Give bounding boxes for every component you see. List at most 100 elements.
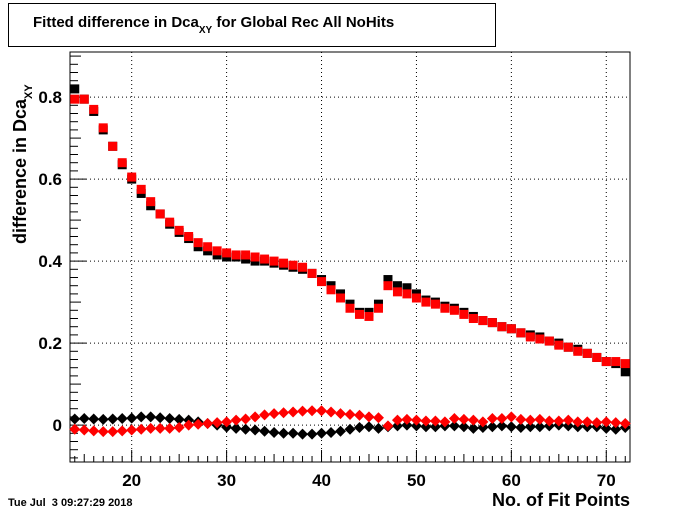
data-point-square xyxy=(430,299,440,309)
data-point-square xyxy=(165,217,175,227)
data-point-diamond xyxy=(401,413,413,425)
data-point-square xyxy=(544,336,554,346)
data-point-diamond xyxy=(448,413,460,425)
data-point-diamond xyxy=(316,405,328,417)
axes: 20 30 40 50 60 70 0 0.2 0.4 0.6 0.8 xyxy=(38,51,631,490)
x-tick-label: 20 xyxy=(122,471,141,490)
data-point-diamond xyxy=(372,422,384,434)
data-point-diamond xyxy=(268,426,280,438)
data-point-diamond xyxy=(410,420,422,432)
data-point-diamond xyxy=(581,416,593,428)
data-point-square xyxy=(136,184,146,194)
data-point-diamond xyxy=(88,425,100,437)
data-point-diamond xyxy=(372,412,384,424)
data-point-diamond xyxy=(335,408,347,420)
data-point-square xyxy=(70,94,80,104)
data-point-square xyxy=(174,225,184,235)
data-point-diamond xyxy=(154,412,166,424)
data-point-diamond xyxy=(88,413,100,425)
data-point-square xyxy=(582,348,592,358)
data-point-square xyxy=(79,94,89,104)
data-point-square xyxy=(487,318,497,328)
data-point-square xyxy=(279,258,289,268)
data-point-square xyxy=(573,346,583,356)
data-point-diamond xyxy=(297,428,309,440)
data-point-diamond xyxy=(496,420,508,432)
data-point-diamond xyxy=(287,427,299,439)
data-point-diamond xyxy=(610,417,622,429)
data-point-diamond xyxy=(524,414,536,426)
data-point-square xyxy=(554,340,564,350)
data-point-square xyxy=(203,242,213,252)
data-point-square xyxy=(402,289,412,299)
y-tick-label: 0 xyxy=(53,416,62,435)
plot-frame xyxy=(69,51,631,463)
data-point-square xyxy=(611,357,621,367)
x-tick-label: 70 xyxy=(597,471,616,490)
data-point-diamond xyxy=(230,422,242,434)
data-point-square xyxy=(155,209,165,219)
data-point-diamond xyxy=(382,420,394,432)
data-point-square xyxy=(184,232,194,241)
data-point-square xyxy=(231,250,241,260)
data-point-square xyxy=(497,322,507,332)
data-point-diamond xyxy=(78,413,90,425)
data-point-diamond xyxy=(126,412,138,424)
data-point-diamond xyxy=(135,423,147,435)
data-point-diamond xyxy=(69,413,81,425)
data-point-diamond xyxy=(325,426,337,438)
data-point-square xyxy=(364,311,374,321)
data-point-square xyxy=(468,314,478,323)
data-point-square xyxy=(373,303,383,313)
chart-title-main: Fitted difference in Dca xyxy=(33,14,199,31)
data-point-diamond xyxy=(306,428,318,440)
data-point-diamond xyxy=(600,416,612,428)
data-point-square xyxy=(317,277,327,287)
data-point-diamond xyxy=(591,417,603,429)
data-point-diamond xyxy=(562,420,574,432)
y-tick-label: 0.4 xyxy=(38,252,62,271)
data-point-diamond xyxy=(135,411,147,423)
data-point-diamond xyxy=(420,421,432,433)
data-point-square xyxy=(402,283,412,293)
data-point-diamond xyxy=(164,413,176,425)
data-point-diamond xyxy=(192,418,204,430)
data-point-diamond xyxy=(496,413,508,425)
data-point-diamond xyxy=(353,422,365,434)
data-point-diamond xyxy=(429,421,441,433)
data-point-square xyxy=(298,262,308,272)
data-point-diamond xyxy=(259,409,271,421)
data-point-square xyxy=(222,248,232,258)
data-point-diamond xyxy=(524,421,536,433)
y-axis-label: difference in DcaXY xyxy=(10,84,35,244)
data-point-diamond xyxy=(183,419,195,431)
data-point-diamond xyxy=(69,423,81,435)
data-point-diamond xyxy=(610,423,622,435)
y-tick-label: 0.2 xyxy=(38,334,62,353)
data-point-diamond xyxy=(534,421,546,433)
data-point-diamond xyxy=(477,416,489,428)
x-axis-label: No. of Fit Points xyxy=(492,490,630,510)
data-point-diamond xyxy=(515,413,527,425)
data-point-square xyxy=(383,275,393,285)
y-tick-label: 0.6 xyxy=(38,170,62,189)
data-point-diamond xyxy=(249,424,261,436)
data-point-square xyxy=(411,293,421,303)
data-point-square xyxy=(127,172,137,182)
data-point-diamond xyxy=(259,425,271,437)
data-point-diamond xyxy=(116,413,128,425)
data-point-diamond xyxy=(287,406,299,418)
data-point-diamond xyxy=(429,415,441,427)
data-point-square xyxy=(525,332,535,342)
data-point-square xyxy=(336,293,346,303)
data-point-square xyxy=(620,367,630,377)
data-point-square xyxy=(592,352,602,362)
data-point-diamond xyxy=(534,413,546,425)
data-point-square xyxy=(193,238,203,248)
data-point-square xyxy=(89,104,99,114)
data-point-square xyxy=(345,303,355,313)
grid xyxy=(70,52,630,462)
data-point-square xyxy=(383,281,393,291)
data-point-diamond xyxy=(325,406,337,418)
data-point-diamond xyxy=(363,421,375,433)
